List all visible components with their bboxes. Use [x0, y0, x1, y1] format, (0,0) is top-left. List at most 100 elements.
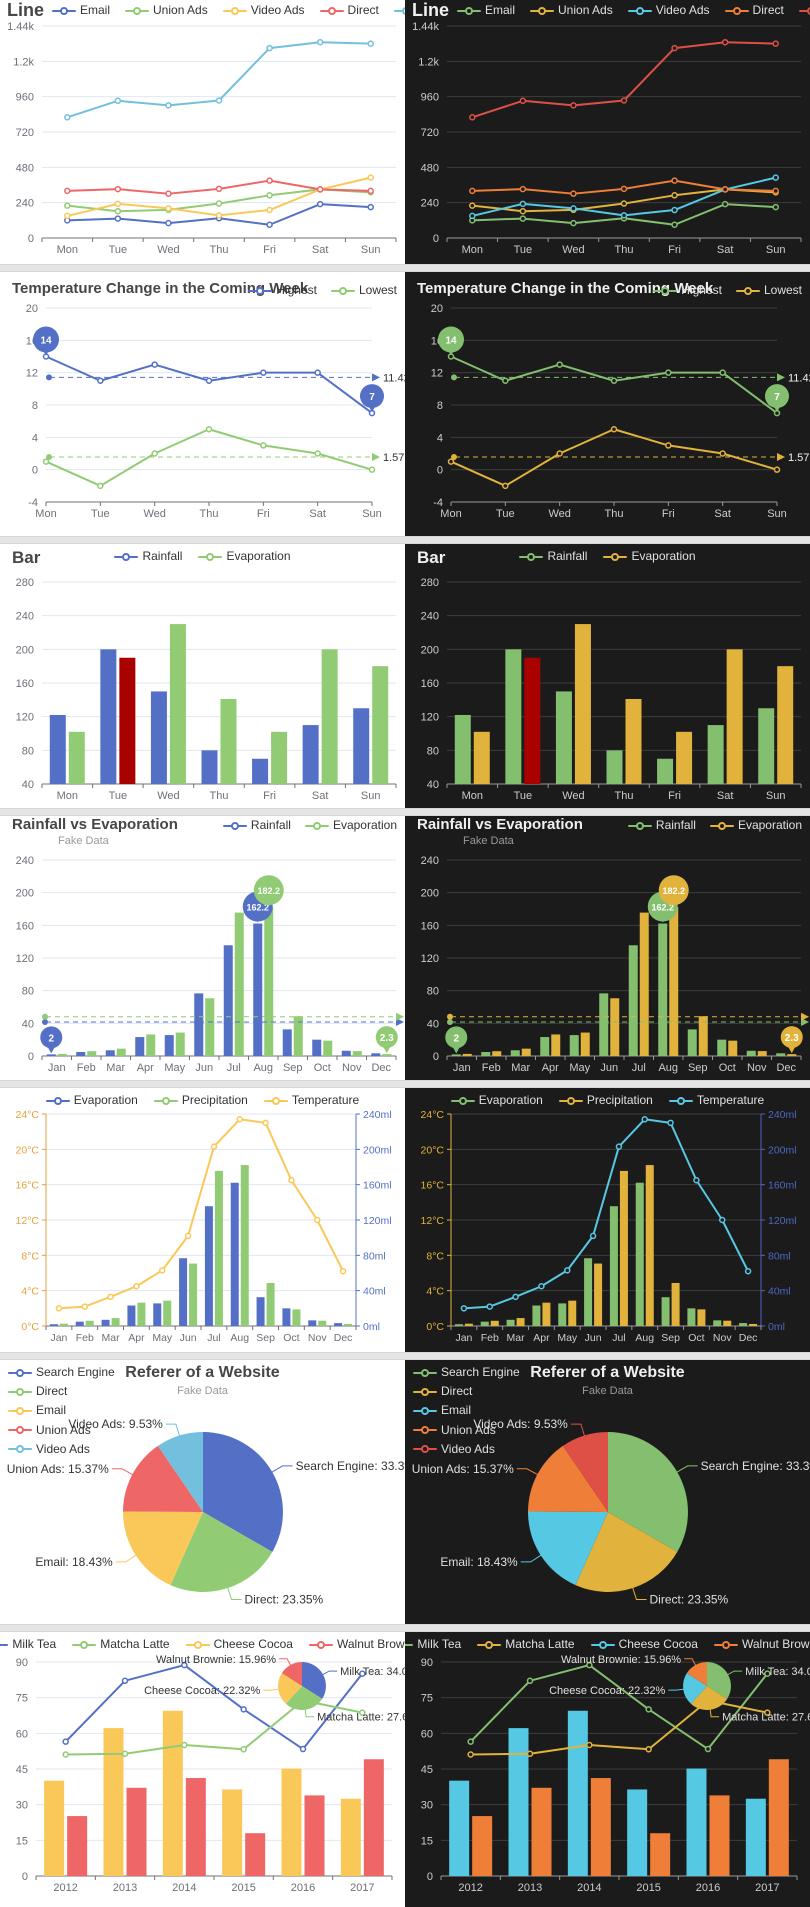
point-direct-sat[interactable]	[721, 186, 729, 193]
series-temperature[interactable]	[55, 1116, 347, 1312]
bar-cheese-cocoa-2015[interactable]	[222, 1789, 243, 1876]
bar-precipitation-jul[interactable]	[214, 1170, 223, 1326]
bar-walnut-brownie-2012[interactable]	[67, 1816, 88, 1876]
bar-rainfall-feb[interactable]	[76, 1051, 86, 1056]
point-lowest-mon[interactable]	[42, 458, 50, 465]
point-email-tue[interactable]	[519, 215, 527, 222]
series-evaporation[interactable]	[473, 624, 794, 784]
point-lowest-tue[interactable]	[502, 482, 509, 490]
bar-walnut-brownie-2015[interactable]	[650, 1833, 671, 1876]
point-lowest-sat[interactable]	[314, 450, 321, 457]
bar-walnut-brownie-2014[interactable]	[590, 1778, 611, 1876]
series-direct[interactable]	[64, 177, 374, 197]
bar-precipitation-apr[interactable]	[137, 1302, 146, 1326]
bar-walnut-brownie-2017[interactable]	[363, 1759, 384, 1876]
bar-evaporation-may[interactable]	[580, 1032, 590, 1056]
point-matcha-latte-2017[interactable]	[764, 1709, 771, 1716]
legend-item-email[interactable]: Email	[413, 1404, 471, 1417]
point-temperature-jun[interactable]	[184, 1232, 192, 1240]
bar-evaporation-jul[interactable]	[639, 912, 649, 1056]
point-search-engine-sat[interactable]	[721, 38, 729, 46]
legend-item-email[interactable]: Email	[457, 3, 515, 17]
line-canvas-dark[interactable]: 0 240 480 720 960 1.2k 1.44k Mon Tue Wed Thu Fri Sat…	[405, 0, 810, 264]
bar-rainfall-thu[interactable]	[201, 750, 218, 784]
bar-rainfall-fri[interactable]	[252, 758, 269, 784]
bar-evaporation-oct[interactable]	[687, 1308, 696, 1326]
bar-evaporation-aug[interactable]	[264, 907, 274, 1056]
bar-rainfall-tue[interactable]	[505, 649, 522, 784]
point-email-fri[interactable]	[266, 221, 273, 228]
legend-item-cheese-cocoa[interactable]: Cheese Cocoa	[590, 1637, 698, 1651]
legend-item-direct[interactable]: Direct	[413, 1384, 472, 1398]
point-direct-mon[interactable]	[64, 187, 71, 195]
bar-evaporation-sat[interactable]	[321, 649, 338, 784]
bar-rainfall-oct[interactable]	[312, 1039, 322, 1056]
pie-slice-union-ads[interactable]	[528, 1445, 608, 1512]
point-temperature-nov[interactable]	[719, 1216, 726, 1224]
point-union-ads-fri[interactable]	[671, 192, 678, 199]
series-search-engine[interactable]	[64, 38, 374, 121]
bar-evaporation-apr[interactable]	[551, 1034, 561, 1056]
series-highest[interactable]	[447, 353, 781, 417]
bar-evaporation-jul[interactable]	[234, 912, 244, 1056]
legend-item-milk-tea[interactable]: Milk Tea	[405, 1637, 461, 1651]
bar-rainfall-sat[interactable]	[707, 725, 724, 784]
pie-slice-video-ads[interactable]	[157, 1432, 203, 1512]
point-email-sun[interactable]	[772, 203, 779, 211]
point-matcha-latte-2013[interactable]	[526, 1750, 534, 1758]
point-video-ads-thu[interactable]	[620, 212, 628, 219]
point-direct-sat[interactable]	[316, 186, 324, 193]
legend-item-rainfall[interactable]: Rainfall	[114, 549, 182, 563]
legend-item-evaporation[interactable]: Evaporation	[450, 1093, 543, 1107]
series-walnut-brownie[interactable]	[67, 1759, 384, 1876]
legend-item-search-engine[interactable]: Search Engine	[798, 4, 810, 17]
bar-evaporation-fri[interactable]	[271, 731, 288, 784]
legend-item-evaporation[interactable]: Evaporation	[198, 549, 291, 563]
series-evaporation[interactable]	[57, 907, 392, 1056]
bar-evaporation-mon[interactable]	[473, 731, 490, 784]
bar-rainfall-jun[interactable]	[599, 993, 609, 1056]
point-highest-fri[interactable]	[260, 369, 267, 376]
pie-slice-search-engine[interactable]	[608, 1432, 688, 1552]
bar-rainfall-mar[interactable]	[510, 1050, 520, 1056]
bar-rainfall-jul[interactable]	[223, 945, 233, 1056]
bar-evaporation-tue[interactable]	[524, 657, 541, 784]
pie-slice-milk-tea[interactable]	[302, 1662, 326, 1699]
series-evaporation[interactable]	[462, 907, 797, 1056]
bar-precipitation-mar[interactable]	[111, 1318, 120, 1326]
multi-axis-canvas-light[interactable]: 0°C 4°C 8°C 12°C 16°C 20°C 24°C 0ml 40ml 80ml 120m…	[0, 1088, 405, 1352]
series-video-ads[interactable]	[64, 174, 374, 220]
pie-slice-cheese-cocoa[interactable]	[278, 1673, 302, 1704]
point-temperature-mar[interactable]	[107, 1293, 114, 1301]
dataset-combo-canvas-dark[interactable]: 0 15 30 45 60 75 90 2012 2013 2014 2015 2016 2017 Mil…	[405, 1632, 810, 1896]
bar-evaporation-dec[interactable]	[739, 1323, 748, 1326]
bar-precipitation-jun[interactable]	[594, 1263, 603, 1326]
series-milk-tea[interactable]	[467, 1661, 771, 1753]
point-search-engine-fri[interactable]	[266, 44, 273, 52]
point-search-engine-thu[interactable]	[215, 97, 223, 104]
legend-item-direct[interactable]: Direct	[319, 3, 379, 17]
point-video-ads-fri[interactable]	[266, 206, 273, 214]
point-email-sat[interactable]	[316, 200, 324, 208]
legend-item-evaporation[interactable]: Evaporation	[45, 1093, 138, 1107]
bar-precipitation-apr[interactable]	[542, 1302, 551, 1326]
bar-evaporation-feb[interactable]	[75, 1321, 84, 1326]
point-direct-tue[interactable]	[519, 185, 527, 193]
legend-item-evaporation[interactable]: Evaporation	[304, 818, 397, 832]
bar-canvas-light[interactable]: 40 80 120 160 200 240 280 Mon Tue Wed Thu Fri Sat Sun	[0, 544, 405, 808]
bar-evaporation-jul[interactable]	[609, 1206, 618, 1326]
bar-walnut-brownie-2017[interactable]	[768, 1759, 789, 1876]
series-highest[interactable]	[42, 353, 376, 417]
bar-rainfall-feb[interactable]	[481, 1051, 491, 1056]
rainfall-evaporation-canvas-dark[interactable]: 0 40 80 120 160 200 240 Jan Feb Mar Apr May Jun Jul Au…	[405, 816, 810, 1080]
legend-item-temperature[interactable]: Temperature	[668, 1093, 764, 1107]
temperature-canvas-dark[interactable]: -4048121620MonTueWedThuFriSatSun11.421.5…	[405, 272, 810, 536]
legend-item-email[interactable]: Email	[8, 1404, 66, 1417]
point-search-engine-sun[interactable]	[367, 40, 374, 47]
bar-rainfall-sep[interactable]	[687, 1029, 697, 1056]
series-cheese-cocoa[interactable]	[44, 1710, 361, 1876]
point-video-ads-thu[interactable]	[215, 212, 223, 219]
point-temperature-aug[interactable]	[641, 1116, 648, 1123]
bar-rainfall-mon[interactable]	[49, 714, 66, 784]
pie-slice-direct[interactable]	[170, 1512, 273, 1592]
